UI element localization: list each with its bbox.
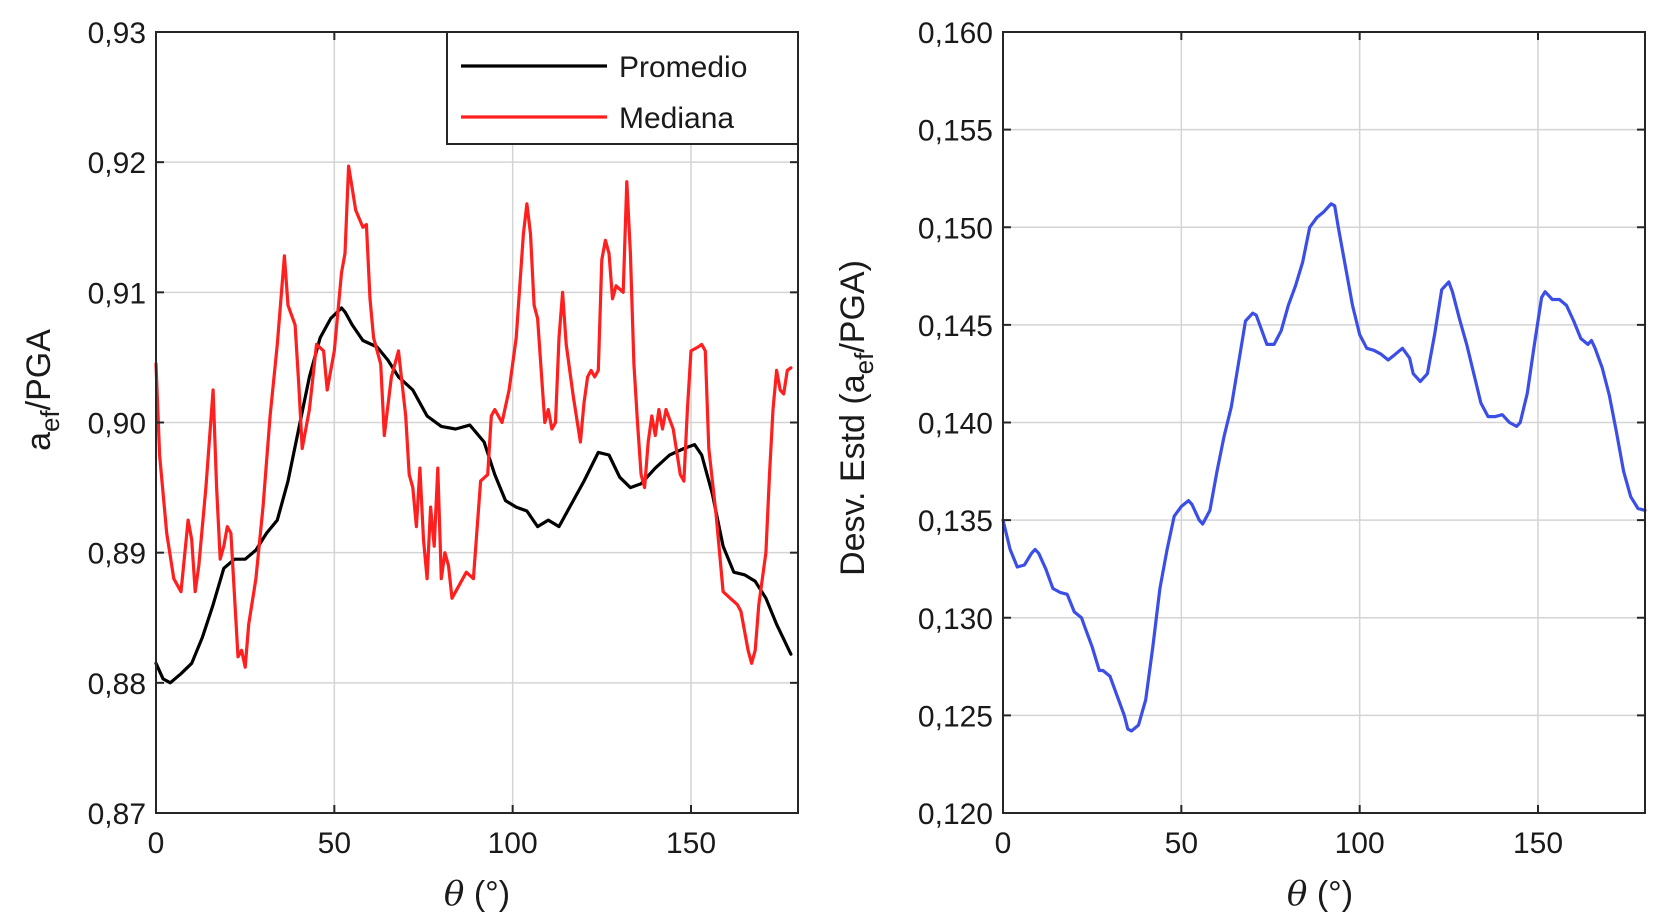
chart-panel-right: Desv. Estd (aef/PGA) θ (°) 0 50 100 150 0,12… — [834, 17, 1647, 914]
right-x-axis-label: θ (°) — [1287, 874, 1353, 914]
left-y-tick-label: 0,89 — [88, 538, 146, 571]
left-y-axis-label: aef/PGA — [20, 329, 65, 451]
right-y-axis-label: Desv. Estd (aef/PGA) — [834, 260, 879, 576]
left-y-tick-label: 0,92 — [88, 147, 146, 180]
chart-panel-left: aef/PGA θ (°) 0 50 100 150 0,87 0,88 0,89 0,90 0… — [20, 17, 799, 914]
left-series-promedio-line — [154, 306, 793, 685]
legend-label-mediana: Mediana — [619, 102, 734, 135]
left-y-tick-label: 0,93 — [88, 17, 146, 50]
left-y-tick-label: 0,91 — [88, 277, 146, 310]
left-series-mediana-line — [154, 164, 793, 669]
right-x-tick-label: 100 — [1335, 827, 1385, 860]
left-x-tick-label: 150 — [666, 827, 716, 860]
right-y-tick-label: 0,130 — [918, 603, 993, 636]
right-y-tick-label: 0,140 — [918, 408, 993, 441]
right-y-tick-label: 0,155 — [918, 115, 993, 148]
left-y-tick-label: 0,87 — [88, 798, 146, 831]
right-x-tick-label: 150 — [1513, 827, 1563, 860]
right-series-series-line — [1001, 202, 1647, 733]
left-y-tick-label: 0,90 — [88, 408, 146, 441]
legend: Promedio Mediana — [446, 31, 799, 145]
right-y-tick-label: 0,150 — [918, 212, 993, 245]
left-x-tick-label: 100 — [488, 827, 538, 860]
left-x-tick-label: 50 — [318, 827, 351, 860]
left-x-axis-label: θ (°) — [444, 874, 510, 914]
right-y-tick-label: 0,145 — [918, 310, 993, 343]
right-y-tick-label: 0,120 — [918, 798, 993, 831]
legend-label-promedio: Promedio — [619, 51, 747, 84]
right-x-tick-label: 50 — [1165, 827, 1198, 860]
right-y-tick-label: 0,135 — [918, 505, 993, 538]
right-y-tick-label: 0,125 — [918, 700, 993, 733]
legend-box — [446, 31, 799, 145]
left-x-tick-label: 0 — [148, 827, 165, 860]
right-x-tick-label: 0 — [995, 827, 1012, 860]
right-y-tick-label: 0,160 — [918, 17, 993, 50]
left-y-tick-label: 0,88 — [88, 668, 146, 701]
